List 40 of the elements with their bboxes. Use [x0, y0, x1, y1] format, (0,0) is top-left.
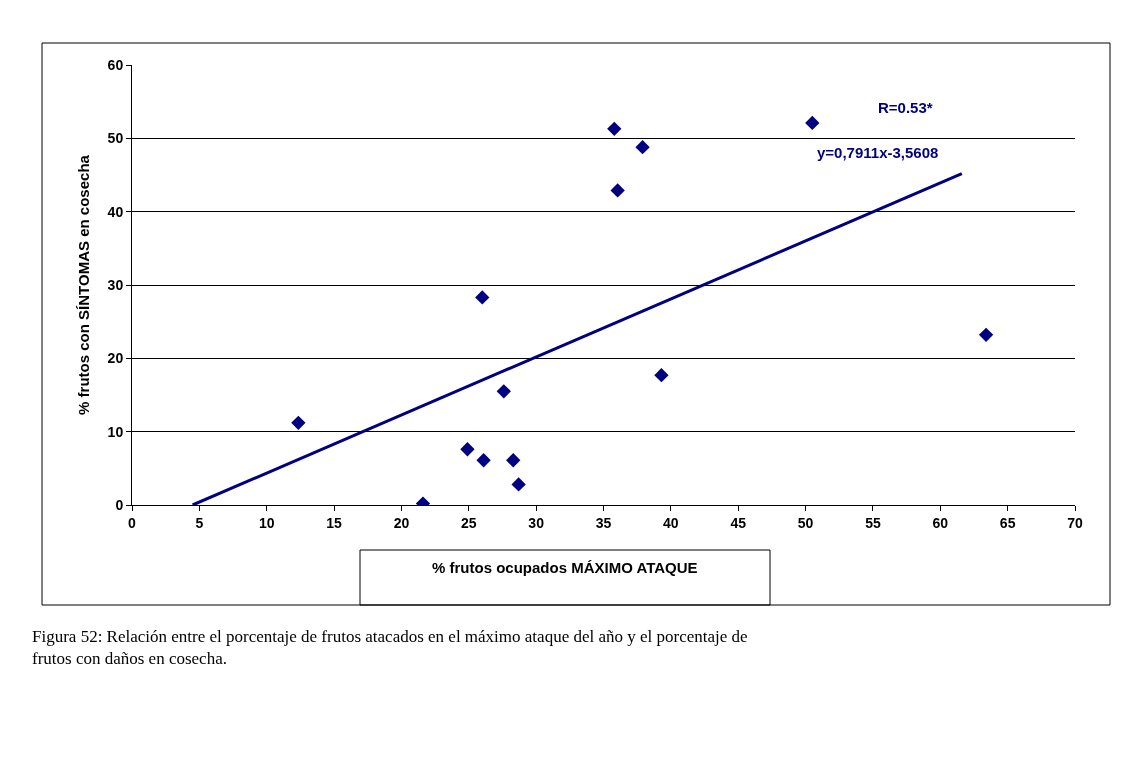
point [805, 115, 820, 131]
point [610, 183, 625, 198]
x-tick-label: 35 [595, 514, 612, 531]
x-tick-label: 0 [128, 514, 137, 531]
x-tick-label: 25 [461, 514, 477, 531]
x-tick-label: 55 [865, 514, 881, 531]
x-tick-label: 50 [797, 514, 814, 531]
point [607, 121, 622, 136]
text: Figura 52: Relación entre el porcentaje de frutos atacados en el máximo ataque del año y el porcentaje de frutos con daños en cosecha. [32, 627, 748, 669]
annotation: R=0.53* [878, 99, 933, 116]
x-tick-label: 65 [999, 514, 1016, 531]
x-tick-label: 15 [326, 514, 343, 531]
point [506, 453, 521, 468]
y-axis-title: % frutos con SÍNTOMAS en cosecha [74, 154, 92, 415]
y-tick-label: 50 [107, 130, 124, 147]
y-tick-label: 60 [107, 56, 124, 73]
y-tick-label: 20 [107, 350, 124, 367]
point [654, 368, 669, 383]
x-tick-label: 45 [730, 514, 747, 531]
y-tick-label: 10 [107, 423, 124, 440]
point [475, 290, 490, 305]
y-tick-label: 40 [107, 203, 124, 220]
point [291, 415, 306, 431]
x-tick-label: 70 [1067, 514, 1083, 531]
x-tick-label: 10 [258, 514, 275, 531]
point [635, 139, 650, 155]
point [978, 327, 994, 343]
annotation: y=0,7911x-3,5608 [817, 144, 939, 161]
point [496, 384, 511, 399]
x-tick-label: 30 [528, 514, 545, 531]
y-tick-label: 0 [115, 496, 124, 513]
point [476, 453, 491, 468]
x-tick-label: 40 [663, 514, 679, 531]
y-tick-label: 30 [107, 276, 124, 293]
x-tick-label: 60 [932, 514, 949, 531]
point [511, 477, 526, 492]
point [460, 442, 475, 457]
x-tick-label: 20 [393, 514, 410, 531]
x-axis-title: % frutos ocupados MÁXIMO ATAQUE [432, 559, 698, 576]
x-tick-label: 5 [195, 514, 204, 531]
